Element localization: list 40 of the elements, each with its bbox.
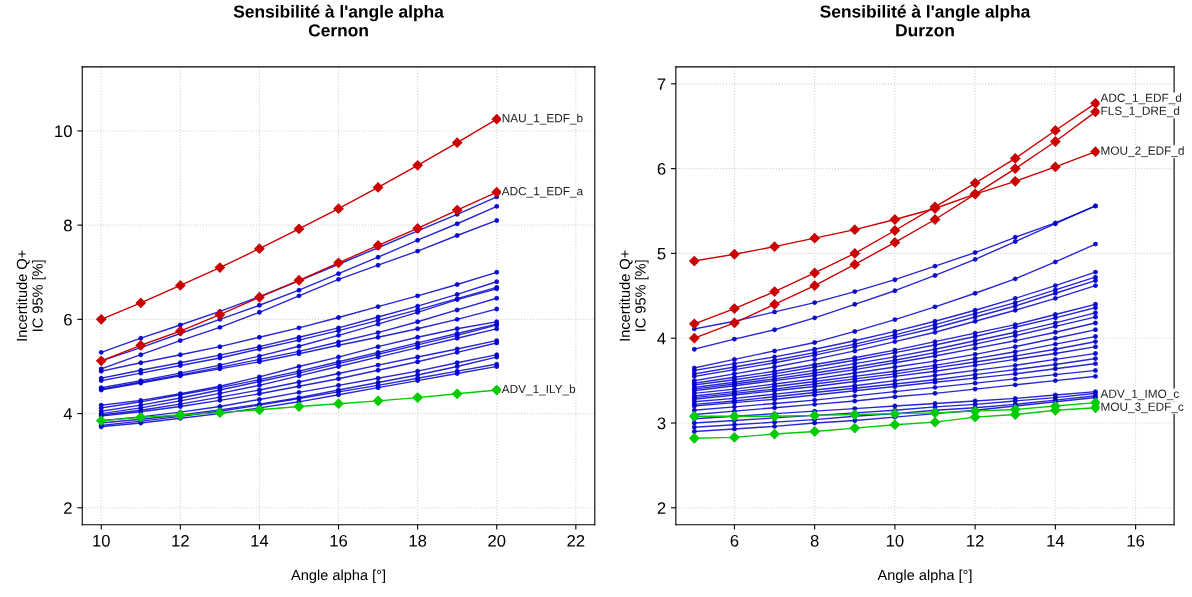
x-tick-label: 12 xyxy=(172,534,189,547)
series-label: ADC_1_EDF_a xyxy=(501,186,584,198)
x-tick-label: 22 xyxy=(567,534,585,547)
x-axis-title: Angle alpha [°] xyxy=(877,569,972,584)
y-axis-title: Incertitude Q+ IC 95% [%] xyxy=(16,250,46,341)
y-tick-label: 3 xyxy=(657,417,666,430)
y-tick-label: 7 xyxy=(657,78,666,90)
x-tick-label: 18 xyxy=(409,534,427,547)
x-tick-label: 20 xyxy=(488,534,506,547)
y-tick-label: 6 xyxy=(657,163,666,175)
y-tick-label: 5 xyxy=(657,247,666,260)
series-label: ADV_1_ILY_b xyxy=(501,384,576,396)
x-axis-title: Angle alpha [°] xyxy=(291,569,385,584)
series-label: MOU_3_EDF_c xyxy=(1101,402,1184,414)
y-tick-label: 2 xyxy=(657,502,666,514)
series-label: ADV_1_IMO_c xyxy=(1100,389,1179,401)
y-tick-label: 6 xyxy=(64,313,72,326)
x-tick-label: 16 xyxy=(1127,534,1145,547)
y-tick-label: 2 xyxy=(64,502,72,514)
x-tick-label: 8 xyxy=(810,534,819,547)
series-label: NAU_1_EDF_b xyxy=(502,113,583,125)
series-label: FLS_1_DRE_d xyxy=(1101,106,1180,118)
series-label: ADC_1_EDF_d xyxy=(1100,93,1182,105)
x-tick-label: 6 xyxy=(730,534,739,547)
y-tick-label: 8 xyxy=(63,219,72,232)
x-tick-label: 12 xyxy=(967,534,984,547)
x-tick-label: 14 xyxy=(251,535,269,547)
y-tick-label: 10 xyxy=(55,125,72,138)
y-tick-label: 4 xyxy=(657,332,666,345)
x-tick-label: 10 xyxy=(93,534,110,547)
chart-title: Sensibilité à l'angle alpha xyxy=(820,4,1031,22)
chart-title: Sensibilité à l'angle alpha xyxy=(233,4,444,22)
x-tick-label: 16 xyxy=(330,534,348,547)
y-axis-title: Incertitude Q+ IC 95% [%] xyxy=(619,250,649,341)
x-tick-label: 14 xyxy=(1047,535,1065,547)
y-tick-label: 4 xyxy=(63,408,73,420)
chart-subtitle: Cernon xyxy=(308,24,368,37)
x-tick-label: 10 xyxy=(886,534,904,547)
chart-subtitle: Durzon xyxy=(896,24,954,37)
series-label: MOU_2_EDF_d xyxy=(1101,146,1184,158)
